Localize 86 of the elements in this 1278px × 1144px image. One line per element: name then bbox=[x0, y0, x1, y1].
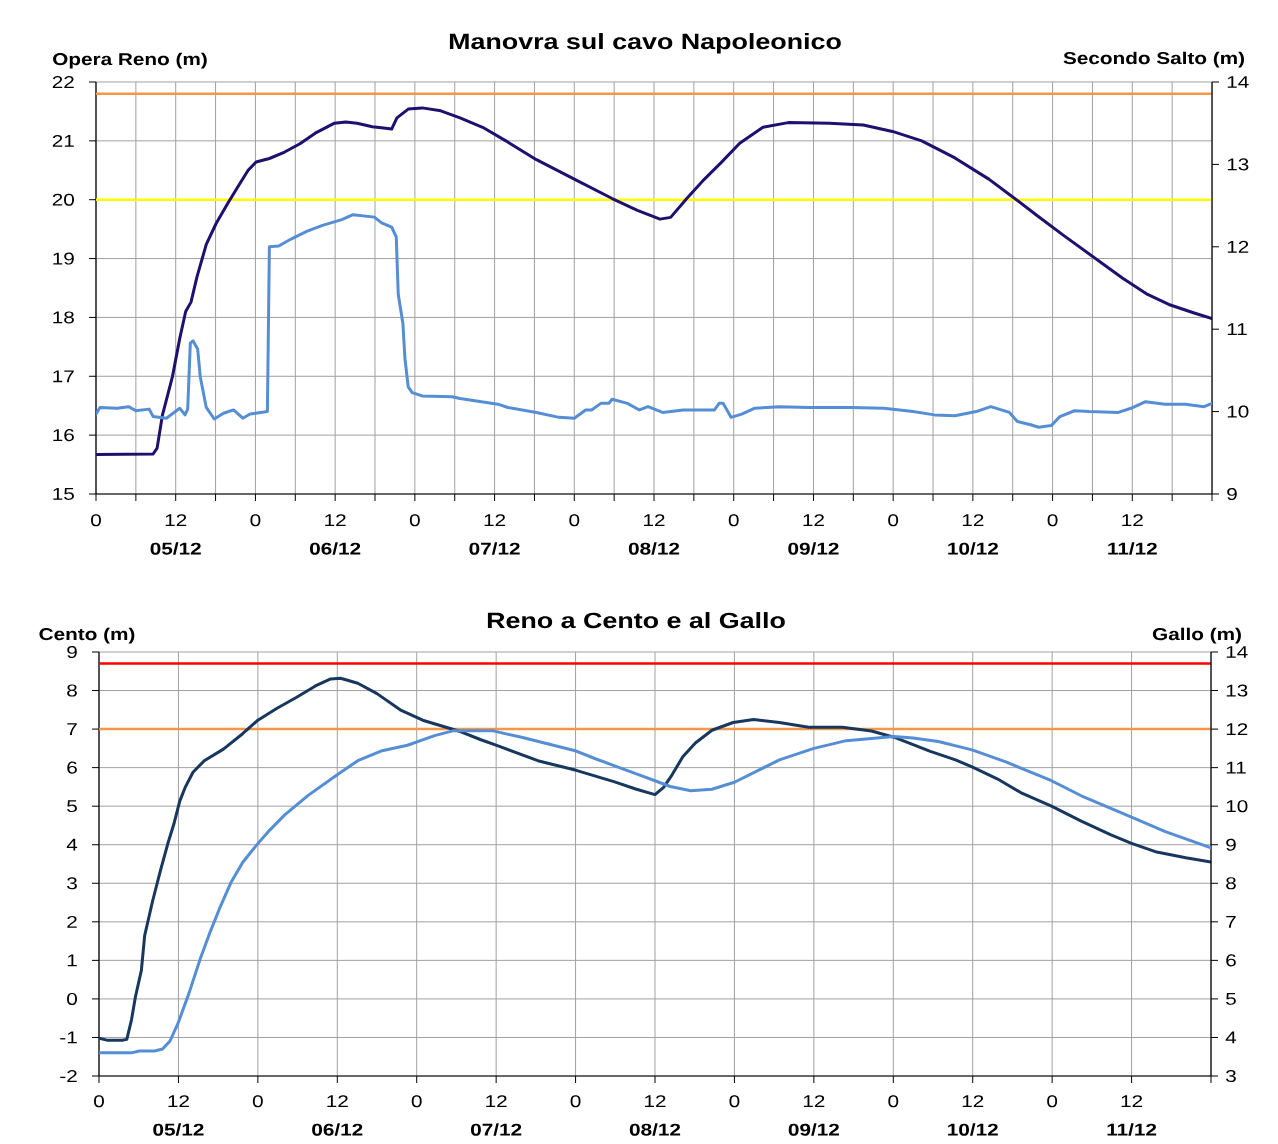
y-tick-label: 3 bbox=[67, 877, 77, 890]
x-tick-label: 12 bbox=[962, 514, 984, 527]
x2-tick-label: 06/12 bbox=[310, 542, 361, 555]
y2-tick-label: 4 bbox=[1225, 1031, 1237, 1044]
x2-tick-label: 11/12 bbox=[1107, 1123, 1157, 1136]
x-tick-label: 0 bbox=[91, 514, 101, 527]
x2-tick-label: 11/12 bbox=[1108, 542, 1157, 555]
y-tick-label: 9 bbox=[67, 645, 77, 659]
y-tick-label: 17 bbox=[53, 370, 74, 383]
x-tick-label: 0 bbox=[1047, 514, 1058, 527]
x-tick-label: 0 bbox=[569, 514, 580, 527]
x-tick-label: 12 bbox=[645, 1095, 666, 1108]
x-tick-label: 0 bbox=[888, 1095, 899, 1108]
y-tick-label: 18 bbox=[53, 311, 74, 324]
y2-tick-label: 9 bbox=[1227, 487, 1237, 501]
x-tick-label: 0 bbox=[411, 1095, 422, 1108]
x2-tick-label: 07/12 bbox=[471, 1123, 522, 1136]
y-tick-label: 1 bbox=[67, 954, 77, 967]
x2-tick-label: 07/12 bbox=[469, 542, 520, 555]
x2-tick-label: 05/12 bbox=[153, 1123, 204, 1136]
x-tick-label: 12 bbox=[484, 514, 506, 527]
x-tick-label: 12 bbox=[962, 1095, 984, 1108]
x-tick-label: 12 bbox=[486, 1095, 507, 1108]
y-tick-label: 15 bbox=[53, 488, 74, 500]
y-tick-label: 19 bbox=[53, 252, 74, 265]
x-tick-label: 0 bbox=[252, 1095, 263, 1108]
y-tick-label: 16 bbox=[53, 429, 74, 442]
y-tick-label: -2 bbox=[60, 1070, 77, 1082]
y2-tick-label: 11 bbox=[1227, 323, 1247, 336]
chart-title: Manovra sul cavo Napoleonico bbox=[449, 33, 841, 54]
y-tick-label: 22 bbox=[52, 76, 74, 88]
y2-tick-label: 7 bbox=[1226, 915, 1236, 928]
y2-tick-label: 13 bbox=[1227, 158, 1249, 171]
y2-tick-label: 14 bbox=[1227, 76, 1249, 88]
x-tick-label: 12 bbox=[325, 514, 346, 527]
x2-tick-label: 05/12 bbox=[150, 542, 201, 555]
y2-tick-label: 6 bbox=[1226, 954, 1236, 967]
x2-tick-label: 08/12 bbox=[629, 1123, 681, 1136]
x-tick-label: 0 bbox=[728, 514, 739, 527]
y2-tick-label: 9 bbox=[1226, 838, 1236, 851]
y2-tick-label: 12 bbox=[1226, 723, 1248, 736]
x-tick-label: 12 bbox=[803, 1095, 825, 1108]
y-axis-title: Opera Reno (m) bbox=[53, 52, 207, 69]
y2-tick-label: 3 bbox=[1226, 1069, 1236, 1083]
x2-tick-label: 09/12 bbox=[788, 1123, 839, 1136]
x-tick-label: 12 bbox=[168, 1095, 189, 1108]
x-tick-label: 12 bbox=[165, 514, 187, 527]
y-tick-label: 20 bbox=[52, 193, 74, 206]
y-tick-label: 5 bbox=[67, 800, 77, 813]
x-tick-label: 0 bbox=[94, 1095, 104, 1108]
x2-tick-label: 09/12 bbox=[788, 542, 839, 555]
x-tick-label: 0 bbox=[250, 514, 261, 527]
x-tick-label: 12 bbox=[1122, 514, 1143, 527]
x2-tick-label: 10/12 bbox=[948, 542, 998, 555]
y2-tick-label: 10 bbox=[1227, 405, 1249, 418]
y-tick-label: 4 bbox=[66, 838, 78, 851]
x-tick-label: 12 bbox=[803, 514, 824, 527]
y2-axis-title: Gallo (m) bbox=[1152, 627, 1241, 644]
x-tick-label: 0 bbox=[888, 514, 899, 527]
x-tick-label: 0 bbox=[409, 514, 420, 527]
y-tick-label: 6 bbox=[67, 761, 77, 774]
x-tick-label: 12 bbox=[327, 1095, 348, 1108]
y2-tick-label: 14 bbox=[1226, 646, 1248, 658]
y2-tick-label: 5 bbox=[1226, 992, 1236, 1005]
y-tick-label: 8 bbox=[67, 684, 77, 697]
y2-tick-label: 12 bbox=[1227, 240, 1249, 253]
y2-tick-label: 11 bbox=[1226, 761, 1246, 774]
x-tick-label: 0 bbox=[570, 1095, 581, 1108]
x2-tick-label: 08/12 bbox=[628, 542, 680, 555]
y2-tick-label: 10 bbox=[1226, 800, 1248, 813]
y2-tick-label: 13 bbox=[1226, 684, 1248, 697]
y-tick-label: 21 bbox=[52, 134, 74, 147]
y-tick-label: -1 bbox=[60, 1031, 77, 1044]
x2-tick-label: 06/12 bbox=[312, 1123, 363, 1136]
y2-axis-title: Secondo Salto (m) bbox=[1063, 51, 1245, 68]
y2-tick-label: 8 bbox=[1226, 877, 1236, 890]
x-tick-label: 12 bbox=[1121, 1095, 1143, 1108]
y-tick-label: 0 bbox=[67, 992, 77, 1005]
x-tick-label: 0 bbox=[729, 1095, 740, 1108]
y-axis-title: Cento (m) bbox=[39, 627, 135, 644]
y-tick-label: 2 bbox=[67, 915, 77, 928]
x-tick-label: 0 bbox=[1047, 1095, 1058, 1108]
x2-tick-label: 10/12 bbox=[948, 1123, 998, 1136]
x-tick-label: 12 bbox=[644, 514, 665, 527]
y-tick-label: 7 bbox=[67, 723, 77, 735]
chart-title: Reno a Cento e al Gallo bbox=[487, 612, 785, 629]
